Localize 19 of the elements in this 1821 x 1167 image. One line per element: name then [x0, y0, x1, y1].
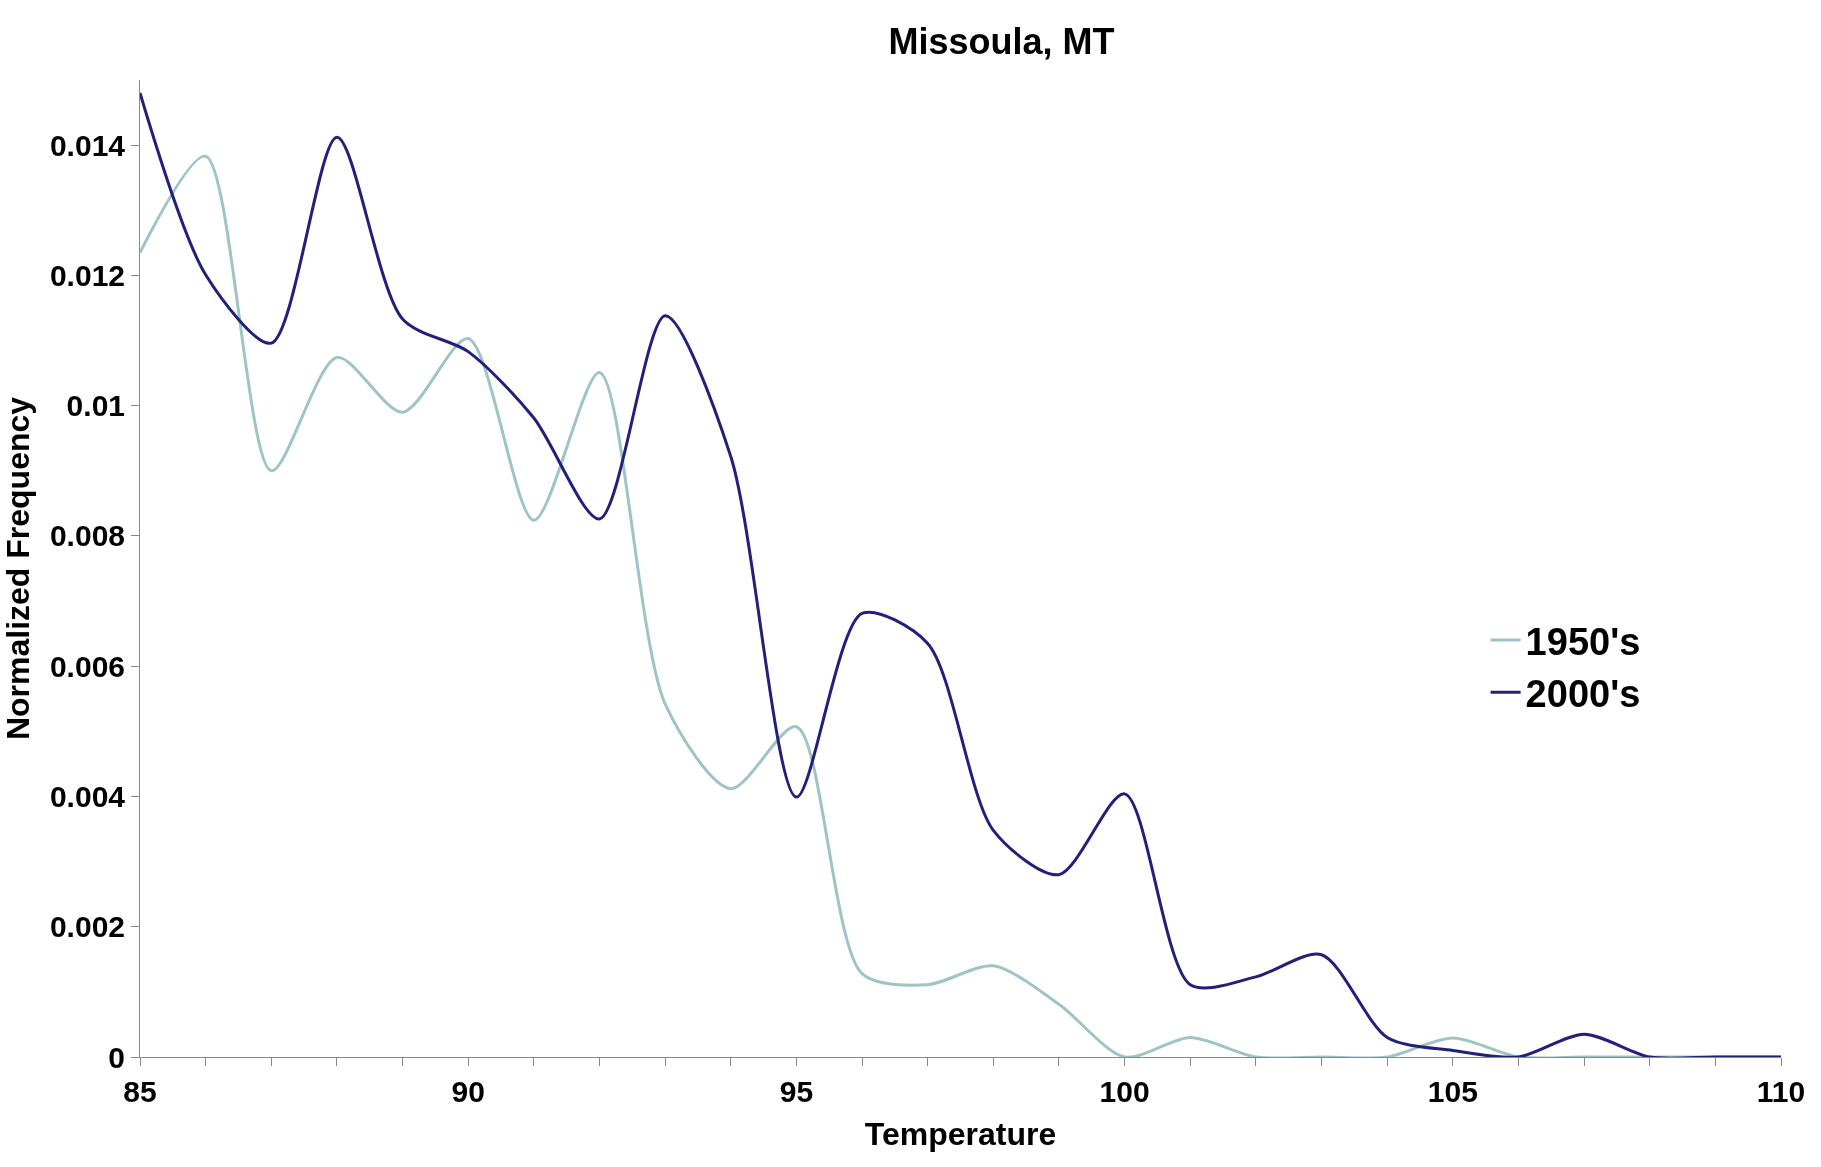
- y-tick-label: 0.008: [49, 519, 125, 553]
- y-tick-label: 0.004: [49, 779, 126, 813]
- x-tick-label: 110: [1756, 1075, 1806, 1108]
- x-tick-label: 85: [123, 1075, 157, 1108]
- x-tick-label: 95: [779, 1075, 814, 1108]
- legend-label: 1950's: [1525, 620, 1641, 663]
- y-tick-label: 0.01: [66, 389, 125, 423]
- x-tick-label: 105: [1427, 1075, 1478, 1108]
- chart-title: Missoula, MT: [888, 21, 1115, 63]
- legend-label: 2000's: [1525, 673, 1641, 716]
- y-tick-label: 0.012: [49, 258, 125, 292]
- x-axis-title: Temperature: [864, 1115, 1057, 1152]
- x-tick-label: 90: [451, 1075, 485, 1108]
- y-tick-label: 0.002: [49, 910, 125, 944]
- x-tick-label: 100: [1099, 1075, 1150, 1108]
- y-tick-label: 0: [108, 1040, 125, 1074]
- y-tick-label: 0.014: [49, 128, 126, 162]
- y-axis-title: Normalized Frequency: [0, 396, 36, 741]
- y-tick-label: 0.006: [49, 649, 125, 683]
